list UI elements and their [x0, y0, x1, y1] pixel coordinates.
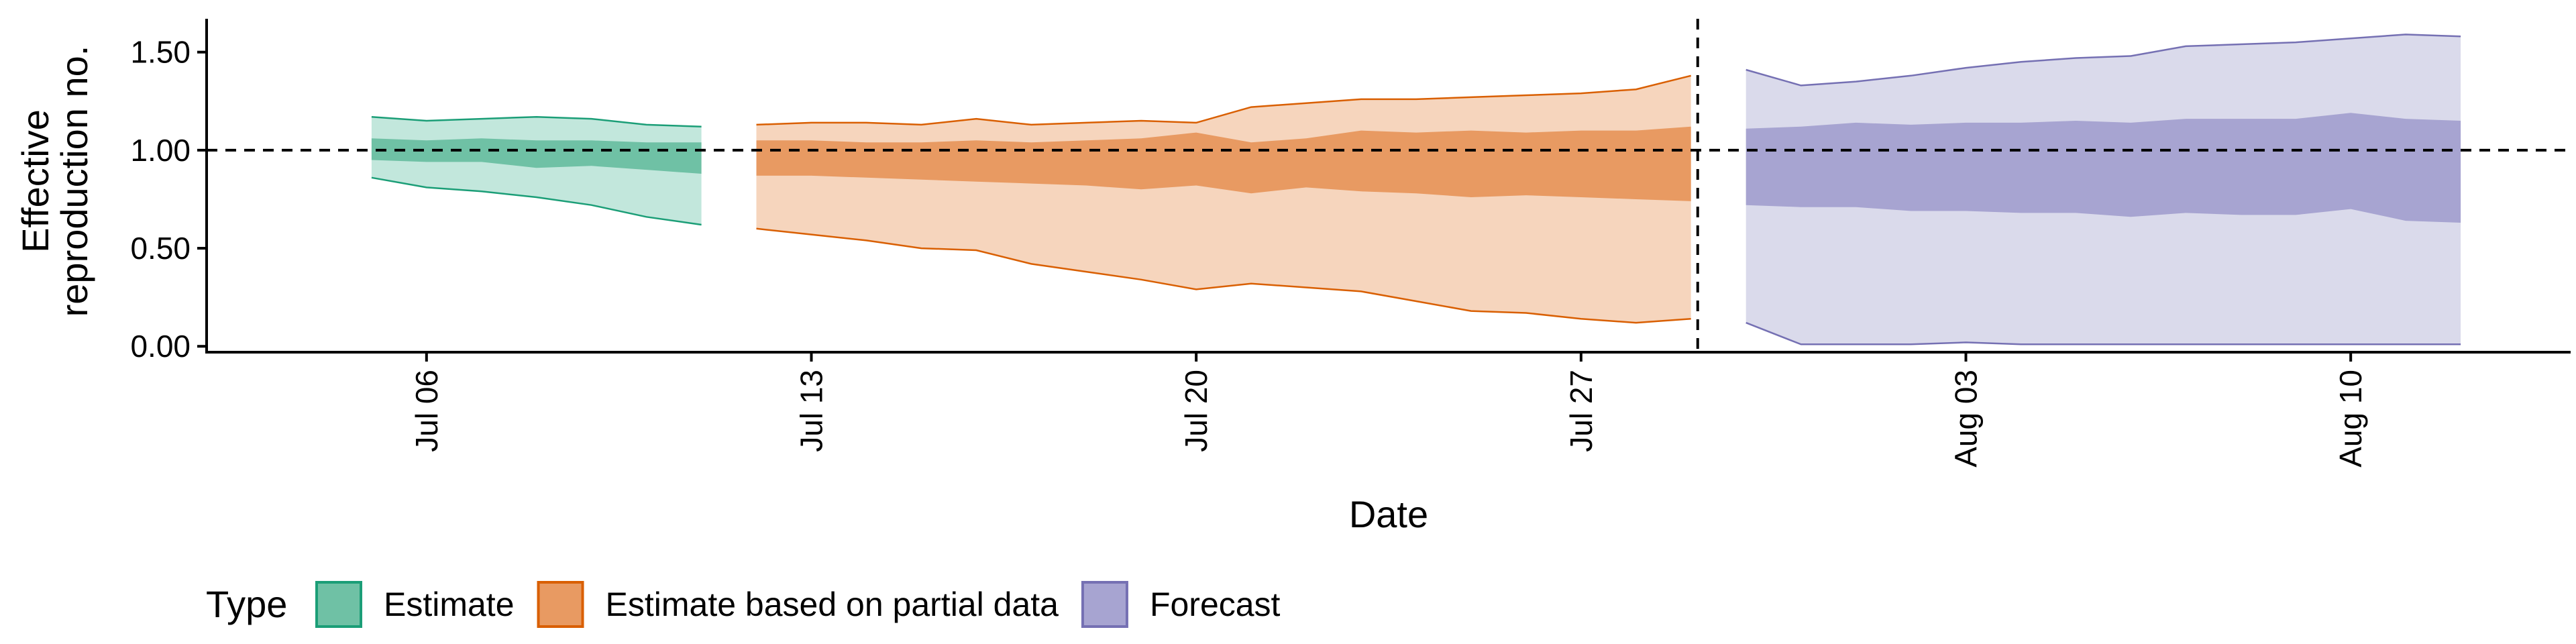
series-2 — [1746, 34, 2461, 345]
legend: Type Estimate Estimate based on partial d… — [206, 581, 1281, 628]
x-tick-label: Aug 03 — [1949, 370, 1984, 468]
series-1-inner-band — [756, 126, 1691, 201]
series-1 — [756, 74, 1692, 324]
legend-label-1: Estimate based on partial data — [606, 586, 1059, 623]
series-0-outer-band — [371, 117, 702, 225]
ribbon-layer — [371, 34, 2461, 345]
x-axis-title: Date — [1349, 493, 1428, 535]
x-tick-label: Jul 06 — [409, 370, 444, 452]
series-2-upper-edge — [1746, 34, 2461, 87]
x-tick-label: Aug 10 — [2333, 370, 2368, 468]
x-tick-label: Jul 20 — [1179, 370, 1214, 452]
legend-label-2: Forecast — [1150, 586, 1281, 623]
legend-swatch-1 — [537, 581, 584, 628]
y-tick-label: 1.50 — [130, 35, 191, 70]
series-0-upper-edge — [371, 115, 702, 128]
series-1-upper-edge — [756, 74, 1692, 126]
y-axis-title-line-1: Effective — [14, 109, 56, 253]
y-tick-label: 0.00 — [130, 329, 191, 364]
legend-swatch-2 — [1081, 581, 1128, 628]
legend-swatch-0 — [315, 581, 362, 628]
legend-title: Type — [206, 583, 287, 625]
y-tick-label: 1.00 — [130, 133, 191, 168]
x-tick-label: Jul 27 — [1564, 370, 1599, 452]
series-2-inner-band — [1746, 113, 2461, 223]
y-tick-label: 0.50 — [130, 231, 191, 266]
series-2-lower-edge — [1746, 321, 2461, 345]
y-axis-title-line-2: reproduction no. — [53, 46, 95, 317]
series-1-lower-edge — [756, 227, 1691, 324]
axes: 0.00 0.50 1.00 1.50 Jul 06 Jul 13 Jul 20 Jul 27… — [130, 19, 2571, 468]
series-0-inner-band — [371, 138, 702, 174]
legend-label-0: Estimate — [384, 586, 515, 623]
series-0-lower-edge — [371, 176, 702, 226]
x-tick-label: Jul 13 — [794, 370, 829, 452]
series-0 — [371, 115, 702, 226]
